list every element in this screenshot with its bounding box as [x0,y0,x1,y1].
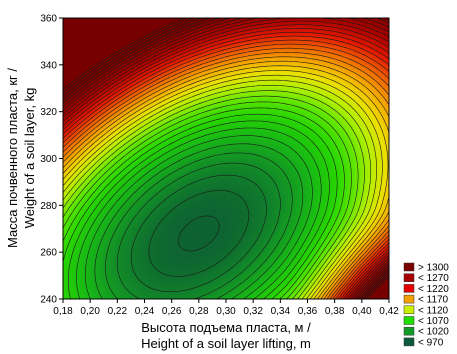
x-tick-label: 0,36 [298,306,318,317]
legend-swatch [403,284,415,293]
legend-label: < 970 [418,337,444,348]
contour-line-1040 [76,127,322,300]
contour-line-1290 [62,17,390,300]
contour-line-1090 [62,95,359,300]
x-tick-label: 0,28 [189,306,209,317]
contour-line-1330 [62,17,390,300]
x-tick-label: 0,34 [271,306,291,317]
contour-line-1300 [62,17,390,300]
x-axis-title-line2: Height of a soil layer lifting, m [141,336,311,351]
contour-line-1200 [62,43,390,300]
x-tick-label: 0,22 [108,306,128,317]
legend-label: < 1070 [418,316,449,327]
x-tick-label: 0,30 [216,306,236,317]
y-tick-label: 280 [40,201,57,212]
contour-line-1120 [62,79,377,300]
contour-line-1220 [62,35,390,300]
x-tick-label: 0,38 [325,306,345,317]
x-tick-label: 0,40 [352,306,372,317]
y-tick-label: 260 [40,248,57,259]
x-tick-label: 0,42 [379,306,399,317]
plot-area [62,17,390,300]
contour-surface [63,18,389,299]
contour-line-1010 [105,152,293,300]
contour-line-990 [130,174,267,292]
contour-line-1020 [94,143,304,300]
x-axis-title-line1: Высота подъема пласта, м / [141,320,311,335]
legend-label: < 1170 [418,295,449,306]
contour-line-1240 [62,28,390,300]
legend-swatch [403,337,415,347]
y-tick-label: 360 [40,14,57,25]
legend-label: < 1220 [418,284,449,295]
contour-line-1210 [62,39,390,300]
contour-line-1000 [117,162,281,300]
legend-label: < 1120 [418,305,449,316]
contour-line-1170 [62,56,390,300]
legend-swatch [403,326,415,336]
contour-line-970 [178,215,220,252]
legend-label: < 1270 [418,273,449,284]
x-tick-label: 0,20 [80,306,100,317]
contour-line-1150 [62,65,390,300]
contour-line-1190 [62,47,390,300]
x-tick-label: 0,32 [243,306,263,317]
legend-label: > 1300 [418,263,449,274]
y-tick-label: 320 [40,107,57,118]
contour-line-1140 [62,70,389,300]
contour-line-1080 [62,101,352,300]
x-tick-label: 0,24 [135,306,155,317]
contour-line-1030 [85,135,313,300]
contour-line-1130 [62,74,383,300]
legend-swatch [403,262,415,272]
x-tick-label: 0,18 [53,306,73,317]
contour-line-1100 [62,90,365,300]
contour-lines [62,17,390,300]
y-tick-label: 240 [40,295,57,306]
contour-line-1280 [62,17,390,300]
y-tick-label: 300 [40,154,57,165]
y-axis-title-line2: Weight of a soil layer, kg [22,88,37,229]
contour-line-980 [148,190,250,277]
y-tick-label: 340 [40,60,57,71]
x-axis: 0,18 0,20 0,22 0,24 0,26 0,28 0,30 0,32 0,34 0,36… [53,299,399,317]
contour-line-1180 [62,52,390,300]
legend-swatch [403,294,415,304]
legend-swatch [403,273,415,282]
contour-line-1050 [67,120,330,300]
contour-line-1110 [62,85,371,300]
x-tick-label: 0,26 [162,306,182,317]
legend-label: < 1020 [418,327,449,338]
y-axis: 240 260 280 300 320 340 360 [40,14,63,306]
legend: > 1300< 1270< 1220< 1170< 1120< 1070< 10… [403,262,449,348]
contour-line-1230 [62,31,390,300]
y-axis-title-line1: Масса почвенного пласта, кг / [5,68,20,248]
contour-line-1340 [62,17,390,300]
legend-swatch [403,316,415,325]
legend-swatch [403,305,415,315]
